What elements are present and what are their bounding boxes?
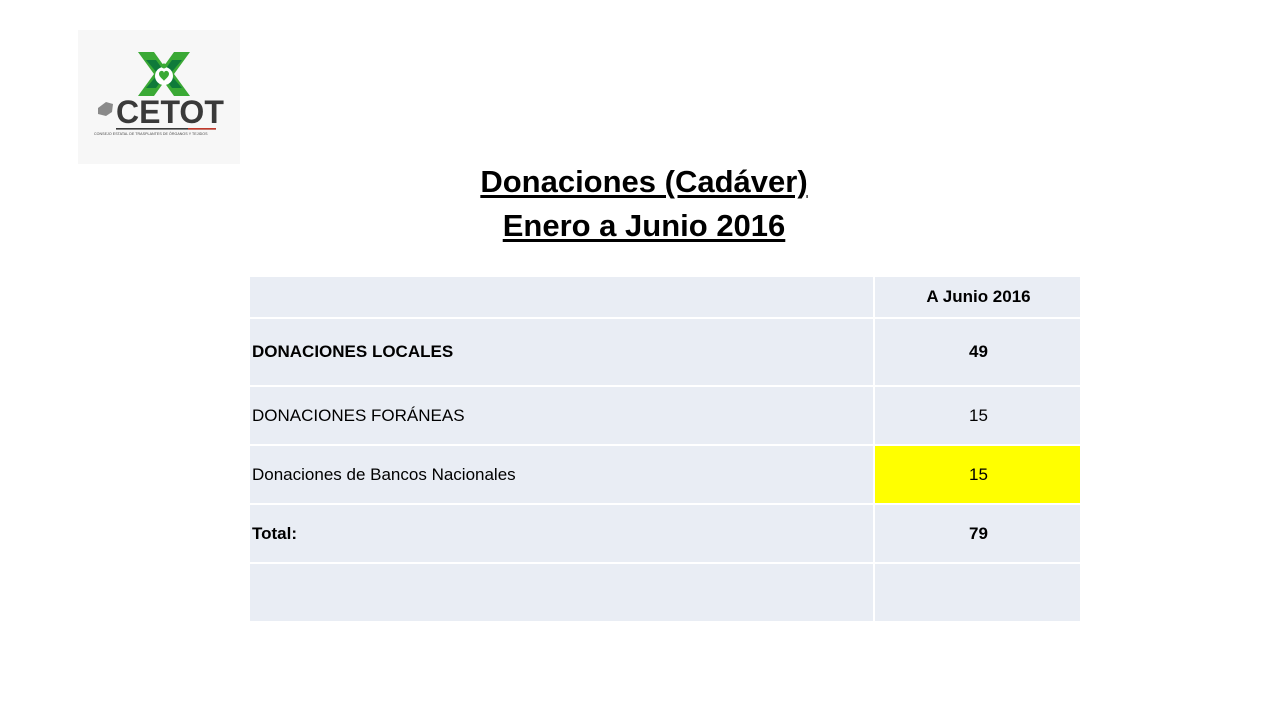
table-row: DONACIONES FORÁNEAS 15 xyxy=(248,385,1082,446)
row-label-donaciones-foraneas: DONACIONES FORÁNEAS xyxy=(248,385,875,446)
page-title: Donaciones (Cadáver) xyxy=(480,164,808,199)
row-label-total: Total: xyxy=(248,503,875,564)
row-label-bancos-nacionales: Donaciones de Bancos Nacionales xyxy=(248,444,875,505)
table-row xyxy=(248,562,1082,623)
row-label-donaciones-locales: DONACIONES LOCALES xyxy=(248,317,875,387)
header-cell-period: A Junio 2016 xyxy=(873,275,1082,319)
row-value-bancos-nacionales: 15 xyxy=(873,444,1082,505)
row-value-donaciones-foraneas: 15 xyxy=(873,385,1082,446)
page-subtitle: Enero a Junio 2016 xyxy=(502,208,786,243)
row-value-empty xyxy=(873,562,1082,623)
donations-table: A Junio 2016 DONACIONES LOCALES 49 DONAC… xyxy=(248,275,1082,623)
row-value-donaciones-locales: 49 xyxy=(873,317,1082,387)
row-value-total: 79 xyxy=(873,503,1082,564)
table-row: Donaciones de Bancos Nacionales 15 xyxy=(248,444,1082,505)
table-header-row: A Junio 2016 xyxy=(248,275,1082,319)
logo-subtitle: CONSEJO ESTATAL DE TRASPLANTES DE ÓRGANO… xyxy=(94,132,208,136)
cetot-emblem-icon xyxy=(98,52,216,130)
logo-name: CETOT xyxy=(116,94,224,130)
row-label-empty xyxy=(248,562,875,623)
header-cell-label xyxy=(248,275,875,319)
table-row: DONACIONES LOCALES 49 xyxy=(248,317,1082,387)
cetot-logo: CETOT CONSEJO ESTATAL DE TRASPLANTES DE … xyxy=(78,30,240,164)
table-row: Total: 79 xyxy=(248,503,1082,564)
